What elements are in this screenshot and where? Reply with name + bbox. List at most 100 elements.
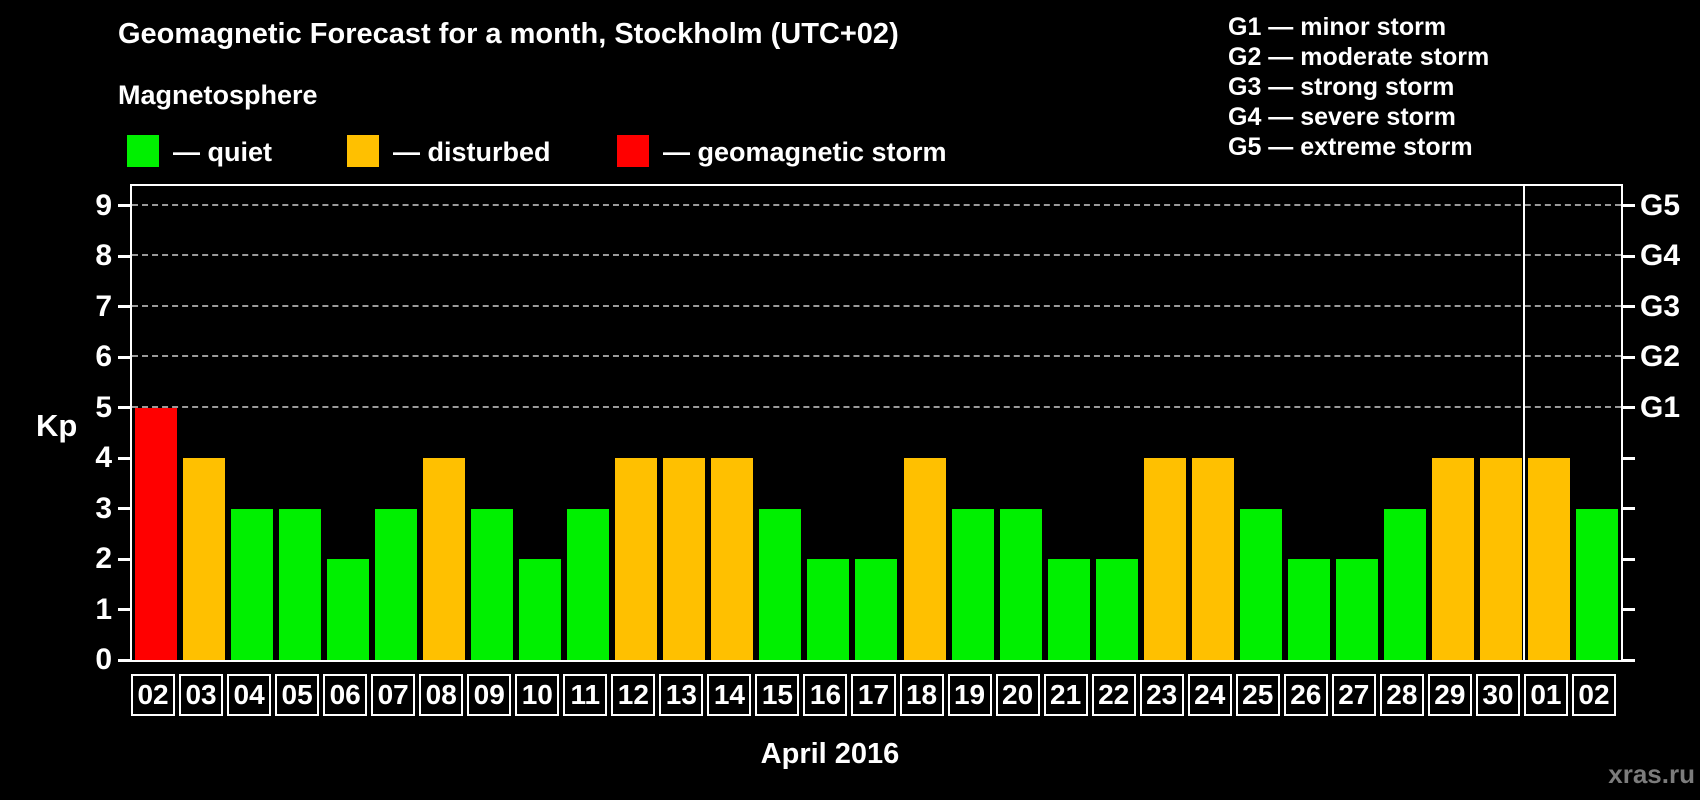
storm-color-swatch [617,135,649,167]
x-axis-day-labels: 02 03 04 05 06 07 08 09 10 11 12 13 14 15 16 17 18 19 20 21… [130,674,1623,716]
y-tick-right-4 [1623,456,1635,460]
month-separator-line [1522,186,1525,660]
kp-bar-day-23 [1143,458,1186,660]
y-tick-right-9 [1623,204,1635,207]
y-tick-label-9: 9 [95,188,112,222]
y-tick-left-0 [118,658,130,662]
kp-bar-day-19 [951,508,994,660]
y-tick-label-0: 0 [95,643,112,676]
kp-bar-day-29 [1431,458,1474,660]
disturbed-color-swatch [347,135,379,167]
y-tick-left-6 [118,355,130,359]
quiet-legend-label: — quiet [173,137,272,167]
y-tick-label-3: 3 [95,491,112,525]
day-label-apr-24: 24 [1187,674,1232,716]
day-label-apr-09: 09 [467,674,512,716]
y-tick-left-3 [118,507,130,510]
day-label-apr-29: 29 [1427,674,1472,716]
kp-bar-day-28 [1383,508,1426,660]
kp-bar-day-17 [855,559,898,660]
day-label-apr-26: 26 [1283,674,1328,716]
chart-title: Geomagnetic Forecast for a month, Stockh… [118,18,899,50]
kp-bar-day-26 [1287,559,1330,660]
y-tick-right-2 [1623,557,1635,561]
day-label-apr-18: 18 [899,674,944,716]
kp-bar-day-03 [183,458,226,660]
kp-bar-day-24 [1191,458,1234,660]
day-label-may-02: 02 [1571,674,1616,716]
day-label-apr-03: 03 [179,674,224,716]
day-label-apr-19: 19 [947,674,992,716]
gridline-kp8 [132,254,1621,256]
day-label-apr-27: 27 [1331,674,1376,716]
day-label-apr-10: 10 [515,674,560,716]
day-label-apr-21: 21 [1043,674,1088,716]
kp-bar-day-18 [903,458,946,660]
day-label-apr-14: 14 [707,674,752,716]
storm-legend-label: — geomagnetic storm [663,137,947,167]
day-label-apr-02: 02 [131,674,176,716]
chart-subtitle: Magnetosphere [118,80,318,110]
kp-bar-day-14 [711,458,754,660]
kp-bar-day-27 [1335,559,1378,660]
y-tick-label-4: 4 [95,441,112,474]
kp-bar-day-02 [135,407,177,660]
kp-bar-day-04 [231,508,274,660]
day-label-apr-04: 04 [227,674,272,716]
kp-bar-day-05 [279,508,322,660]
day-label-apr-25: 25 [1235,674,1280,716]
day-label-apr-13: 13 [659,674,704,716]
y-tick-left-9 [118,204,130,207]
day-label-apr-28: 28 [1379,674,1424,716]
kp-bar-day-01 [1527,458,1570,660]
y-tick-right-6 [1623,355,1635,359]
kp-bar-day-06 [327,559,370,660]
right-axis-label-G2: G2 [1640,340,1681,373]
y-tick-label-2: 2 [95,542,112,575]
day-label-apr-11: 11 [563,674,608,716]
day-label-apr-20: 20 [995,674,1040,716]
kp-bar-day-10 [519,559,562,660]
day-label-apr-22: 22 [1091,674,1136,716]
storm-scale-legend-line: G1 — minor storm [1228,13,1447,41]
x-axis-title: April 2016 [760,738,900,770]
kp-bar-day-25 [1239,508,1282,660]
day-label-apr-30: 30 [1475,674,1520,716]
right-axis-label-G4: G4 [1640,239,1681,272]
y-tick-left-2 [118,557,130,561]
day-label-apr-05: 05 [275,674,320,716]
storm-scale-legend-line: G2 — moderate storm [1228,43,1490,71]
storm-scale-legend-line: G3 — strong storm [1228,73,1455,101]
storm-scale-legend: G1 — minor storm G2 — moderate storm G3 — … [1228,12,1489,162]
kp-bar-day-15 [759,508,802,660]
kp-bar-day-12 [615,458,658,660]
plot-area [118,184,1635,662]
day-label-apr-07: 07 [371,674,416,716]
y-tick-left-1 [118,608,130,611]
kp-bar-day-02 [1575,508,1618,660]
y-tick-right-7 [1623,305,1635,308]
kp-bar-day-13 [663,458,706,660]
storm-scale-legend-line: G5 — extreme storm [1228,133,1473,161]
y-tick-label-8: 8 [95,239,112,272]
y-tick-left-5 [118,406,130,409]
day-label-apr-06: 06 [323,674,368,716]
gridline-kp9 [132,203,1621,206]
y-tick-right-5 [1623,406,1635,409]
gridline-kp6 [132,355,1621,357]
y-tick-label-7: 7 [95,289,112,323]
y-tick-left-4 [118,456,130,460]
kp-bar-day-09 [471,508,514,660]
y-tick-right-1 [1623,608,1635,611]
storm-scale-legend-line: G4 — severe storm [1228,103,1456,131]
y-tick-right-3 [1623,507,1635,510]
quiet-color-swatch [127,135,159,167]
y-axis-title: Kp [36,408,78,443]
day-label-apr-08: 08 [419,674,464,716]
kp-bar-day-07 [375,508,418,660]
y-tick-label-6: 6 [95,340,112,373]
y-tick-right-0 [1623,658,1635,662]
day-label-apr-23: 23 [1139,674,1184,716]
y-tick-label-5: 5 [95,390,112,424]
right-axis-label-G5: G5 [1640,188,1681,222]
